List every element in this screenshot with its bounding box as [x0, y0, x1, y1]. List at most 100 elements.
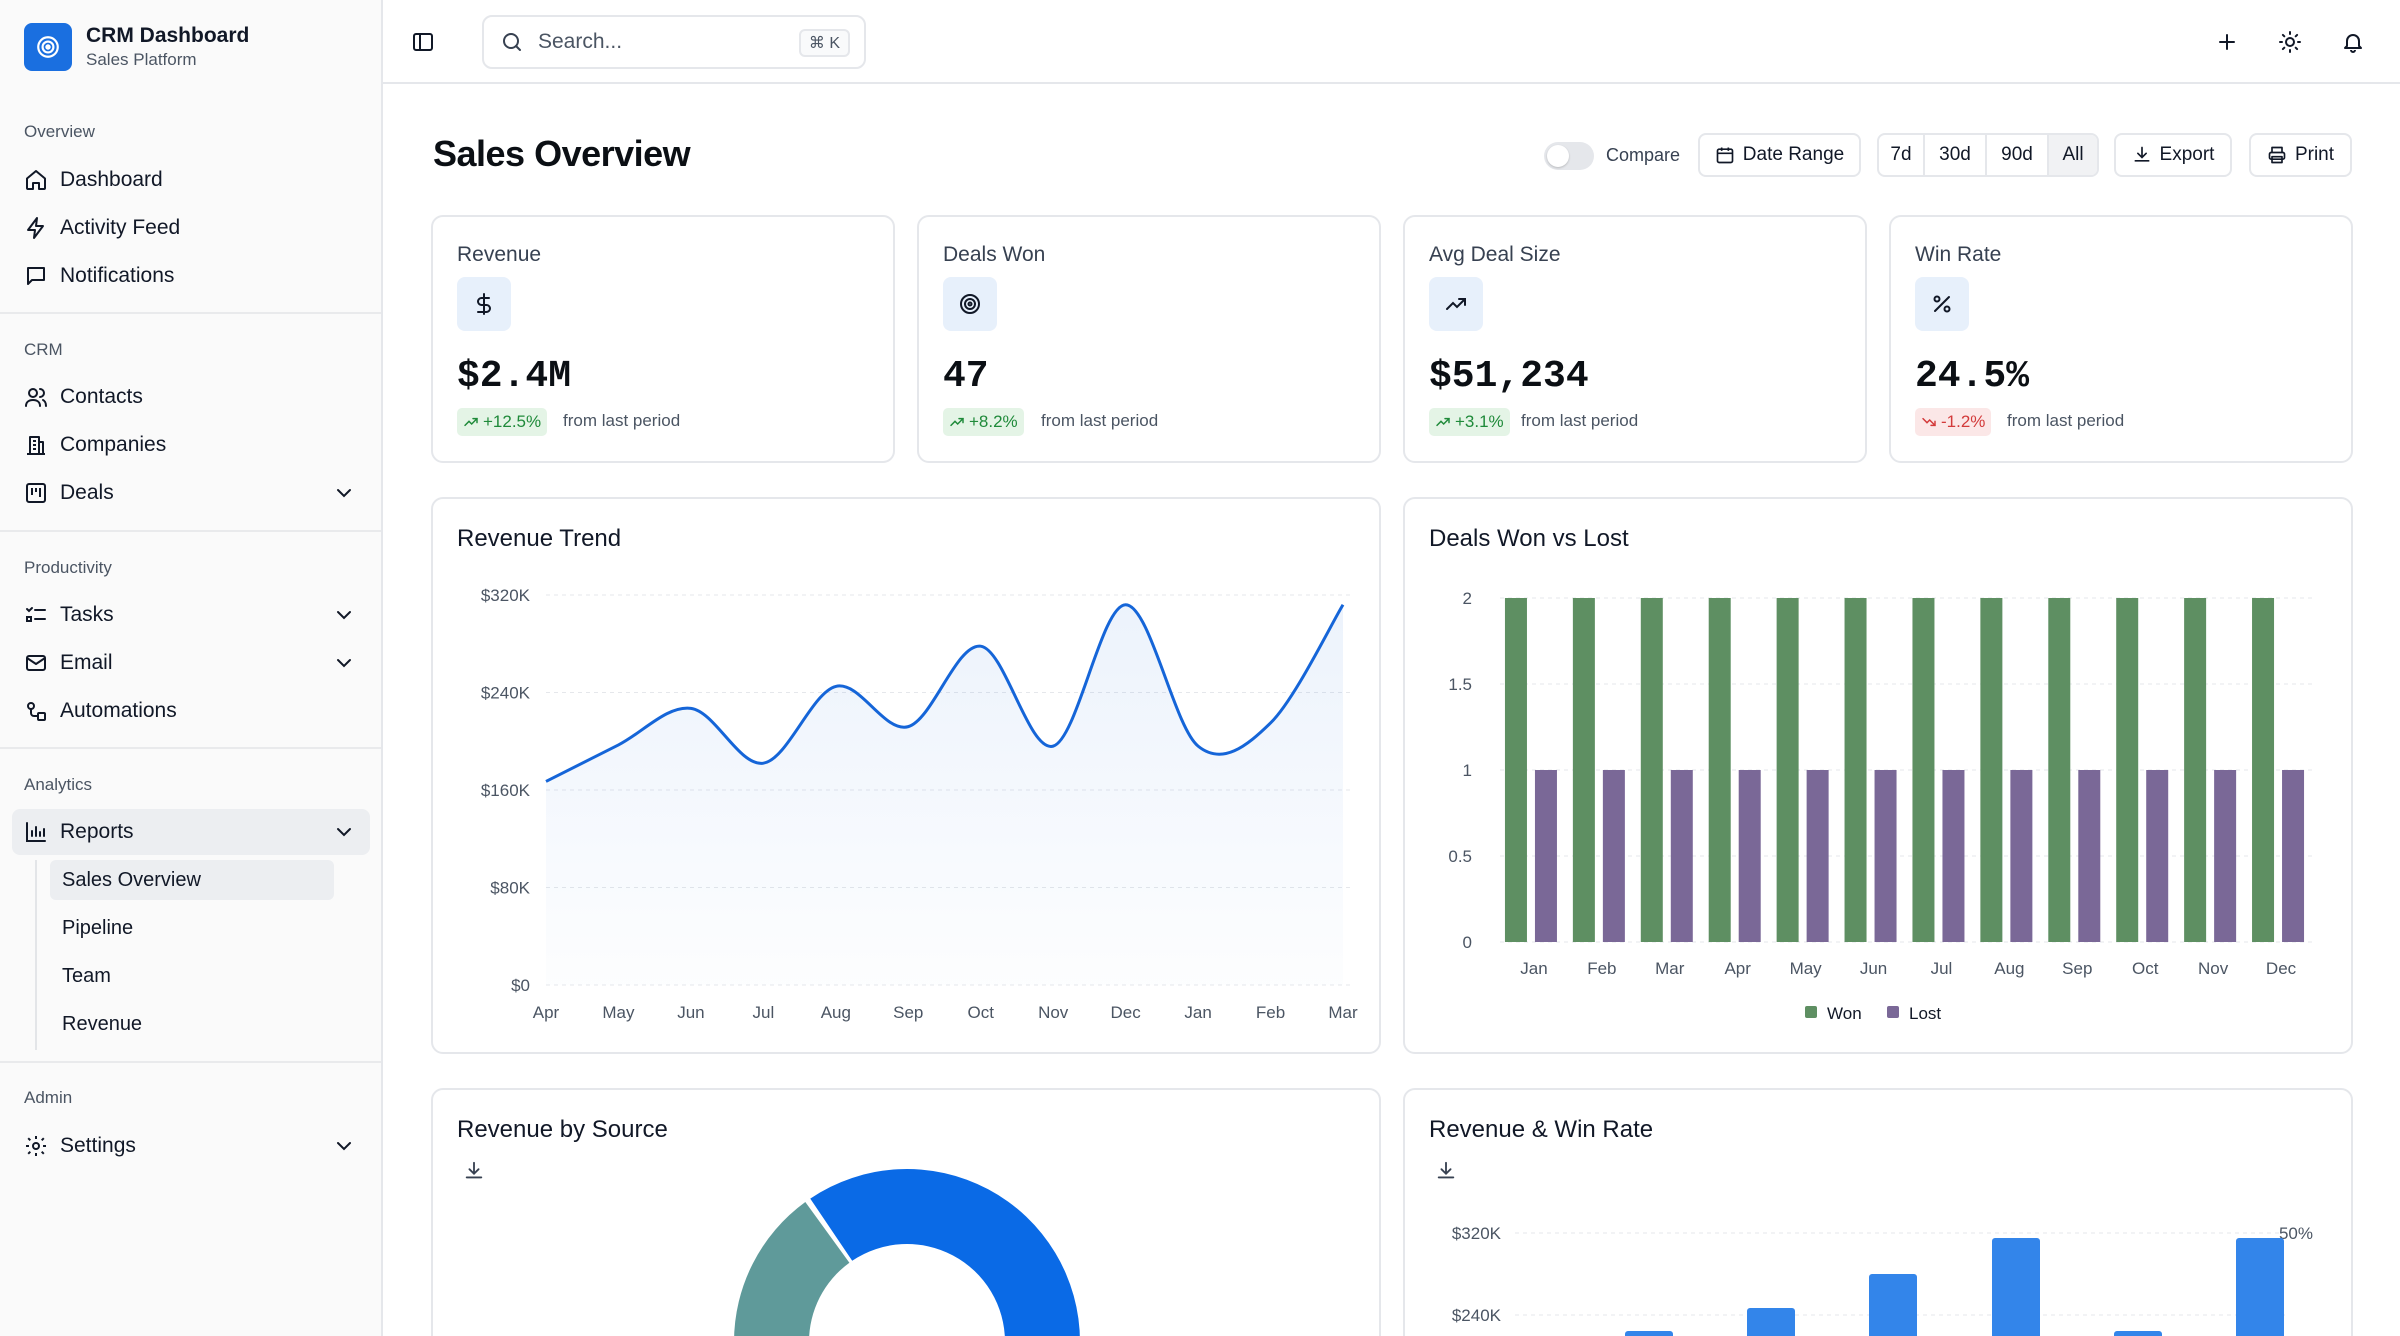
target-icon [943, 277, 997, 331]
sidebar-item-label: Dashboard [60, 168, 163, 191]
chevron-down-icon[interactable] [332, 1134, 356, 1158]
kpi-delta-badge: -1.2% [1915, 408, 1992, 436]
period-7d[interactable]: 7d [1879, 135, 1925, 175]
chevron-down-icon[interactable] [332, 603, 356, 627]
sidebar-toggle-button[interactable] [403, 22, 443, 62]
kpi-note: from last period [563, 411, 681, 430]
kpi-value: $2.4M [457, 355, 572, 398]
export-button[interactable]: Export [2114, 133, 2232, 177]
brand-subtitle: Sales Platform [86, 50, 197, 69]
brand[interactable]: CRM Dashboard Sales Platform [24, 23, 249, 71]
kpi-delta: +8.2% [969, 412, 1018, 431]
legend-label: Lost [1909, 1004, 1941, 1023]
chevron-down-icon[interactable] [332, 651, 356, 675]
search-input[interactable]: Search... ⌘ K [482, 15, 866, 69]
print-button[interactable]: Print [2249, 133, 2352, 177]
kpi-title: Revenue [457, 243, 542, 266]
subnav-item-revenue[interactable]: Revenue [50, 1004, 334, 1044]
x-tick-label: Jun [1860, 959, 1887, 978]
subnav-item-pipeline[interactable]: Pipeline [50, 908, 334, 948]
period-all[interactable]: All [2049, 135, 2097, 175]
kpi-value: 24.5% [1915, 355, 2030, 398]
sidebar-item-activity-feed[interactable]: Activity Feed [12, 205, 370, 251]
percent-icon [1915, 277, 1969, 331]
chevron-down-icon[interactable] [332, 481, 356, 505]
x-tick-label: Dec [1111, 1003, 1142, 1022]
period-90d[interactable]: 90d [1987, 135, 2049, 175]
sidebar-item-label: Deals [60, 481, 114, 504]
revenue-area [546, 604, 1343, 985]
download-icon[interactable] [1435, 1160, 1457, 1182]
sidebar-divider [0, 1061, 381, 1063]
nav-group-productivity: Productivity [24, 558, 112, 577]
message-square-icon [27, 267, 45, 285]
bar-won [1776, 598, 1799, 942]
download-icon[interactable] [463, 1160, 485, 1182]
theme-toggle-button[interactable] [2270, 22, 2310, 62]
notifications-button[interactable] [2333, 22, 2373, 62]
compare-label: Compare [1606, 145, 1681, 165]
sidebar-item-settings[interactable]: Settings [12, 1123, 370, 1169]
bar-won [1572, 598, 1595, 942]
kpi-title: Win Rate [1915, 243, 2002, 266]
kpi-card-avg-deal-size: Avg Deal Size $51,234 +3.1% from last pe… [1403, 215, 1867, 463]
bar-won [1708, 598, 1731, 942]
nav-group-crm: CRM [24, 340, 63, 359]
sidebar-item-companies[interactable]: Companies [12, 422, 370, 468]
date-range-button[interactable]: Date Range [1698, 133, 1861, 177]
gear-icon [26, 1136, 46, 1156]
y-tick-label: $320K [481, 586, 531, 605]
x-tick-label: Nov [2198, 959, 2229, 978]
printer-icon [2268, 146, 2286, 164]
sidebar-divider [0, 747, 381, 749]
sidebar-item-notifications[interactable]: Notifications [12, 253, 370, 299]
sun-icon [2279, 31, 2301, 53]
building-icon [27, 436, 45, 455]
deals-won-lost-chart: 0 0.5 1 1.5 2 Jan Feb Mar Apr May Jun Jul Aug Sep Oct N… [1448, 589, 2315, 1023]
sidebar-item-label: Email [60, 651, 113, 674]
deals-won-lost-card: Deals Won vs Lost 0 0.5 1 1.5 2 Jan Feb Mar Apr M… [1403, 497, 2353, 1054]
add-button[interactable] [2207, 22, 2247, 62]
trending-up-icon [1436, 417, 1450, 427]
chevron-down-icon[interactable] [332, 820, 356, 844]
bar-won [2252, 598, 2275, 942]
list-checks-icon [26, 607, 46, 622]
bar-won [2116, 598, 2139, 942]
y-tick-label: 1 [1463, 761, 1472, 780]
sidebar-item-contacts[interactable]: Contacts [12, 374, 370, 420]
sidebar-item-email[interactable]: Email [12, 640, 370, 686]
subnav-item-team[interactable]: Team [50, 956, 334, 996]
bar-won [1844, 598, 1867, 942]
bar-lost [2078, 770, 2101, 942]
sidebar-item-automations[interactable]: Automations [12, 688, 370, 734]
sidebar-item-label: Contacts [60, 385, 143, 408]
legend-swatch [1805, 1006, 1817, 1018]
compare-toggle[interactable] [1544, 142, 1594, 170]
x-tick-label: Oct [968, 1003, 995, 1022]
brand-title: CRM Dashboard [86, 24, 250, 47]
mail-icon [26, 655, 46, 671]
sidebar-item-tasks[interactable]: Tasks [12, 592, 370, 638]
y2-tick-label: 50% [2279, 1224, 2313, 1243]
kpi-value: $51,234 [1429, 355, 1589, 398]
bell-icon [2344, 34, 2362, 53]
sidebar-divider [0, 312, 381, 314]
y-tick-label: 0 [1463, 933, 1472, 952]
period-30d[interactable]: 30d [1925, 135, 1987, 175]
kpi-delta-badge: +12.5% [457, 408, 548, 436]
sidebar-item-reports[interactable]: Reports [12, 809, 370, 855]
y-tick-label: $0 [511, 976, 530, 995]
sidebar-item-label: Companies [60, 433, 167, 456]
search-shortcut-badge: ⌘ K [798, 29, 850, 57]
sidebar-item-deals[interactable]: Deals [12, 470, 370, 516]
chart-title: Revenue Trend [457, 525, 622, 552]
y-tick-label: $320K [1452, 1224, 1502, 1243]
sidebar-item-label: Activity Feed [60, 216, 181, 239]
y-tick-label: $240K [1452, 1306, 1502, 1325]
sidebar-item-dashboard[interactable]: Dashboard [12, 157, 370, 203]
y-tick-label: $80K [490, 879, 530, 898]
nav-group-overview: Overview [24, 122, 95, 141]
bar-won [1980, 598, 2003, 942]
subnav-item-sales-overview[interactable]: Sales Overview [50, 860, 334, 900]
x-tick-label: Jan [1184, 1003, 1211, 1022]
